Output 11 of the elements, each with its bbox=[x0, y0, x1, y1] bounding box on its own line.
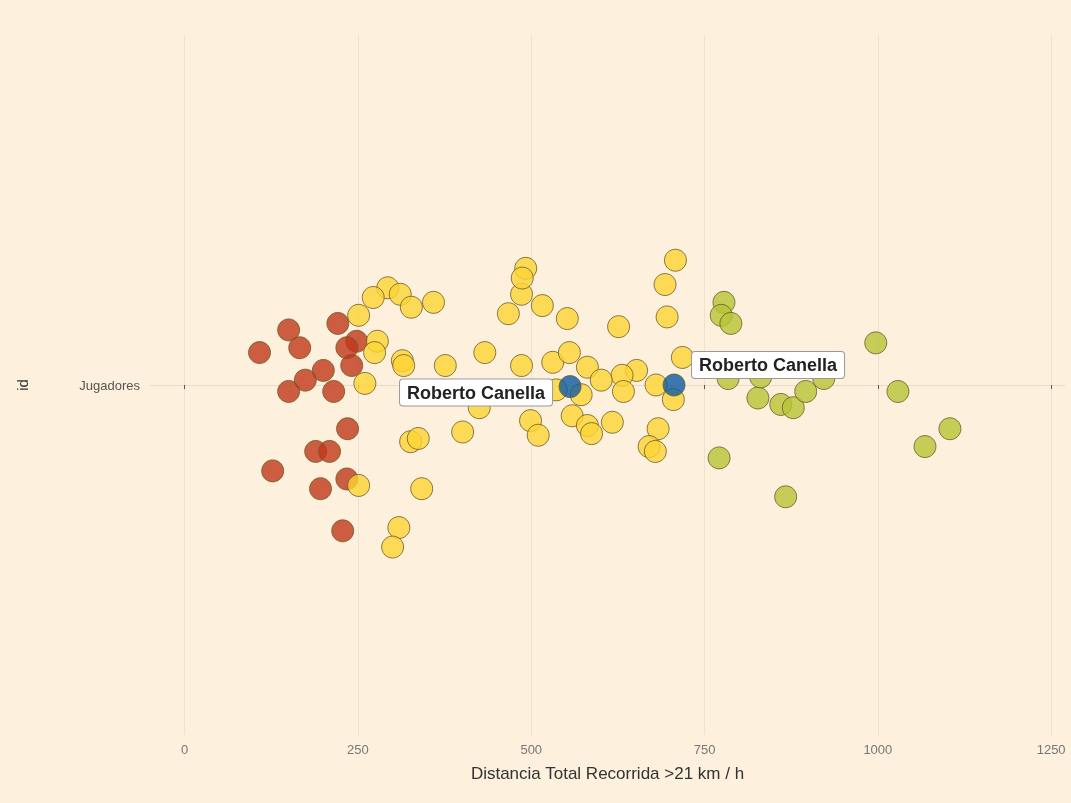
text: id bbox=[13, 379, 31, 391]
x-tick-label: 250 bbox=[347, 742, 369, 757]
x-tick-label: 0 bbox=[181, 742, 189, 757]
x-tick-label: 750 bbox=[693, 742, 716, 757]
x-tick-label: 500 bbox=[520, 742, 543, 757]
x-axis-title: Distancia Total Recorrida >21 km / h bbox=[470, 764, 745, 783]
annotation: Roberto Canella bbox=[407, 382, 547, 403]
x-tick-label: 1000 bbox=[863, 742, 893, 757]
x-tick-label: 1250 bbox=[1036, 742, 1066, 757]
annotation: Roberto Canella bbox=[699, 355, 839, 375]
text: Jugadores bbox=[79, 377, 141, 393]
